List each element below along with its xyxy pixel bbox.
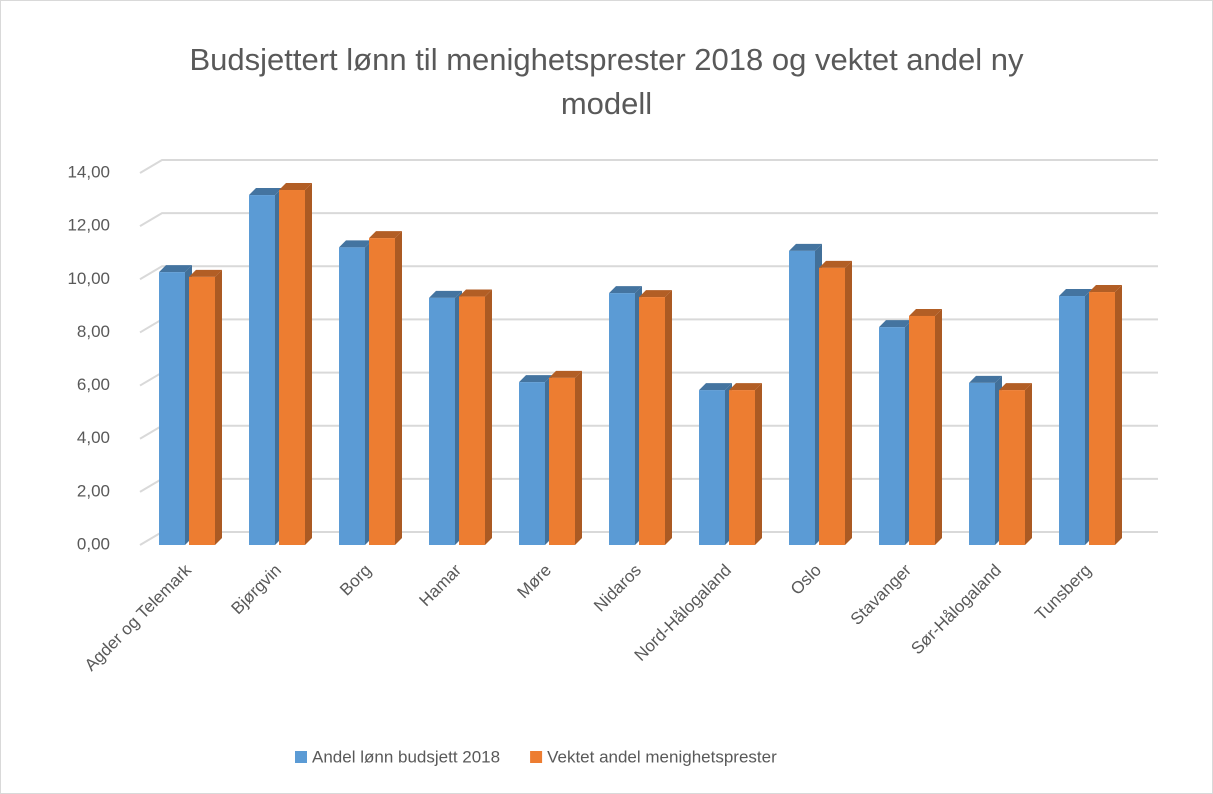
bar-top	[729, 383, 762, 391]
legend-swatch	[295, 751, 307, 763]
bar	[819, 267, 845, 545]
bar	[1059, 296, 1085, 545]
bar-top	[909, 308, 942, 316]
bar	[879, 327, 905, 545]
bar	[699, 390, 725, 545]
y-tick-label: 2,00	[77, 481, 110, 500]
bar	[279, 190, 305, 545]
bar	[999, 390, 1025, 545]
bar-side	[575, 370, 582, 545]
y-tick-label: 14,00	[67, 162, 110, 181]
bar-side	[215, 269, 222, 545]
bar	[249, 195, 275, 545]
bar	[339, 247, 365, 545]
bar-side	[665, 290, 672, 545]
bar	[729, 390, 755, 545]
bar-side	[845, 260, 852, 545]
bar-side	[935, 308, 942, 545]
grid-line	[139, 212, 1158, 228]
bar-top	[459, 289, 492, 297]
bar-top	[1089, 285, 1122, 293]
y-tick-label: 4,00	[77, 428, 110, 447]
y-tick-label: 6,00	[77, 375, 110, 394]
bar	[189, 276, 215, 545]
grid-line	[139, 159, 1158, 174]
bar-top	[189, 269, 222, 277]
bar	[519, 382, 545, 545]
chart-title: Budsjettert lønn til menighetsprester 20…	[189, 42, 1024, 121]
bar-top	[609, 286, 642, 294]
legend-label: Vektet andel menighetsprester	[547, 747, 777, 766]
bar-top	[639, 290, 672, 298]
bar	[789, 250, 815, 545]
bar-side	[1115, 285, 1122, 545]
bar-top	[969, 375, 1002, 383]
bar-top	[999, 383, 1032, 391]
bar-top	[789, 243, 822, 251]
legend-label: Andel lønn budsjett 2018	[312, 747, 500, 766]
y-tick-label: 10,00	[67, 269, 110, 288]
bar	[609, 293, 635, 545]
bar-top	[369, 231, 402, 239]
bar	[459, 296, 485, 545]
legend: Andel lønn budsjett 2018 Vektet andel men…	[295, 747, 777, 766]
bar-side	[485, 289, 492, 545]
bar-top	[1059, 289, 1092, 297]
bar-top	[159, 265, 192, 273]
bar	[1089, 292, 1115, 545]
y-tick-label: 0,00	[77, 534, 110, 553]
bar-top	[519, 375, 552, 383]
bar	[369, 238, 395, 545]
bar-side	[305, 183, 312, 545]
bar-side	[755, 383, 762, 545]
bar	[549, 377, 575, 545]
bar-top	[339, 240, 372, 248]
bar	[909, 315, 935, 545]
bar-top	[819, 260, 852, 268]
bar	[969, 382, 995, 545]
bar-top	[279, 183, 312, 191]
bar	[429, 297, 455, 545]
bar-side	[1025, 383, 1032, 545]
bar-top	[699, 383, 732, 391]
bar-top	[879, 320, 912, 328]
bar	[639, 297, 665, 545]
bar-top	[429, 290, 462, 298]
y-tick-label: 8,00	[77, 322, 110, 341]
bar-top	[249, 188, 282, 196]
bar-top	[549, 370, 582, 378]
y-tick-label: 12,00	[67, 216, 110, 235]
legend-swatch	[530, 751, 543, 763]
bar	[159, 272, 185, 545]
bar-side	[395, 231, 402, 545]
